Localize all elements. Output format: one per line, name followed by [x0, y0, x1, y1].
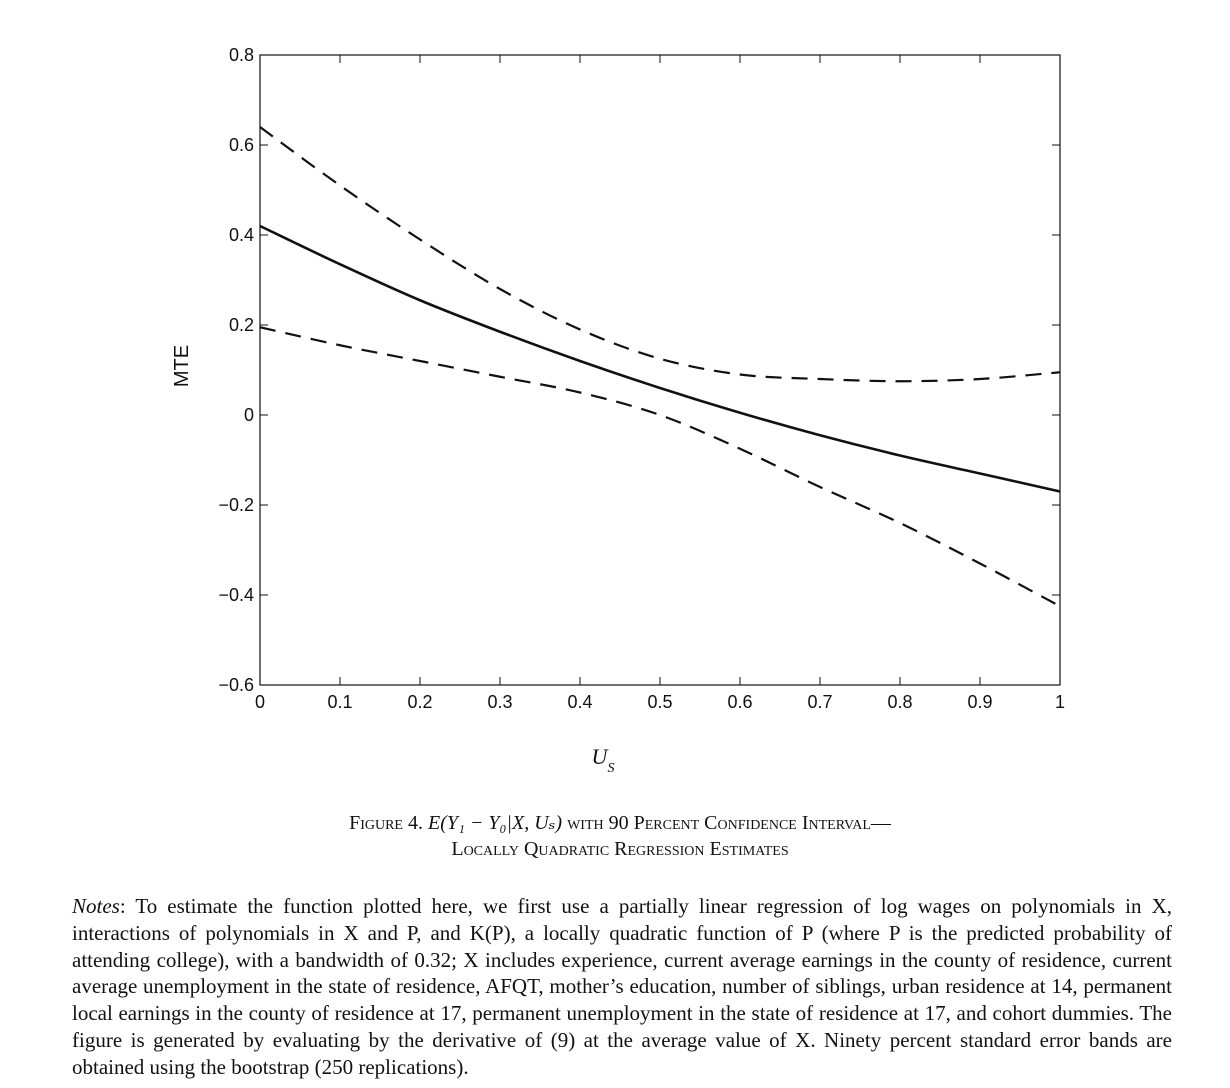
caption-line-2: Locally Quadratic Regression Estimates [451, 838, 789, 860]
x-axis-label-main: U [592, 744, 610, 769]
x-tick-label: 0.8 [887, 692, 912, 712]
x-tick-label: 0.9 [967, 692, 992, 712]
y-tick-label: 0.2 [229, 315, 254, 335]
figure-notes: Notes: To estimate the function plotted … [72, 893, 1172, 1081]
figure-caption: Figure 4. E(Y₁ − Y₀|X, Uₛ) with 90 Perce… [160, 810, 1080, 862]
y-tick-label: 0.4 [229, 225, 254, 245]
y-tick-label: −0.6 [218, 675, 254, 695]
x-tick-label: 0.5 [647, 692, 672, 712]
y-axis-label: MTE [171, 345, 193, 387]
x-tick-label: 0.1 [327, 692, 352, 712]
axis-ticks [259, 54, 1061, 686]
notes-label: Notes [72, 894, 120, 918]
upper-confidence-band-line [259, 126, 1061, 383]
x-tick-label: 0.2 [407, 692, 432, 712]
y-tick-label: −0.2 [218, 495, 254, 515]
x-axis-label-subscript: S [607, 761, 614, 776]
y-tick-label: 0.8 [229, 45, 254, 65]
x-tick-label: 0.4 [567, 692, 592, 712]
y-tick-label: 0 [244, 405, 254, 425]
lower-confidence-band-line [259, 326, 1061, 608]
mte-estimate-line [259, 224, 1061, 493]
plot-frame [259, 54, 1061, 686]
series-group [259, 126, 1061, 608]
x-tick-labels: 0 0.1 0.2 0.3 0.4 0.5 0.6 0.7 0.8 0.9 1 [255, 692, 1065, 712]
x-tick-label: 0.6 [727, 692, 752, 712]
y-tick-label: 0.6 [229, 135, 254, 155]
y-tick-labels: 0.8 0.6 0.4 0.2 0 −0.2 −0.4 −0.6 [218, 45, 254, 695]
x-tick-label: 1 [1055, 692, 1065, 712]
x-axis-label: US [592, 744, 615, 776]
mte-chart: 0 0.1 0.2 0.3 0.4 0.5 0.6 0.7 0.8 0.9 1 0.80.60.40… [171, 45, 1065, 776]
caption-formula: E(Y₁ − Y₀|X, Uₛ) [427, 812, 563, 834]
x-tick-label: 0 [255, 692, 265, 712]
y-tick-label: −0.4 [218, 585, 254, 605]
notes-text: : To estimate the function plotted here,… [72, 894, 1172, 1079]
x-tick-label: 0.7 [807, 692, 832, 712]
caption-suffix: with 90 Percent Confidence Interval— [562, 812, 891, 834]
x-tick-label: 0.3 [487, 692, 512, 712]
caption-line-1: Figure 4. E(Y₁ − Y₀|X, Uₛ) with 90 Perce… [160, 810, 1080, 836]
caption-prefix: Figure 4. [349, 812, 428, 834]
